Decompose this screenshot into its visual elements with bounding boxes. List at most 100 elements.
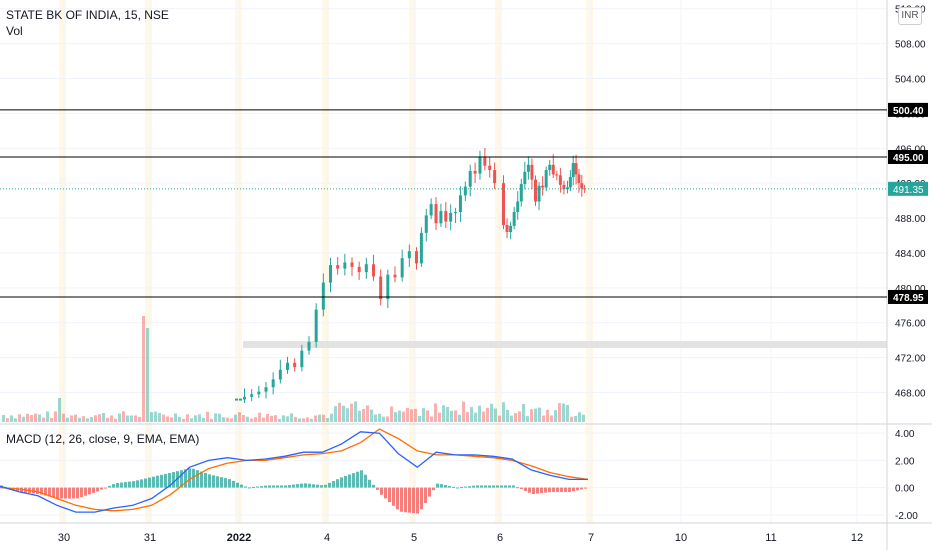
volume-bar xyxy=(514,413,517,422)
macd-histogram-bar xyxy=(140,479,143,488)
volume-bar xyxy=(114,418,117,422)
macd-histogram-bar xyxy=(72,487,75,499)
volume-bar xyxy=(166,416,169,422)
candle-body xyxy=(509,225,513,232)
volume-bar xyxy=(262,417,265,422)
volume-bar xyxy=(46,411,49,422)
volume-bar xyxy=(334,406,337,422)
volume-bar xyxy=(10,415,13,422)
candle-body xyxy=(257,391,261,395)
macd-histogram-bar xyxy=(228,479,231,488)
last-price-label-bg xyxy=(888,181,928,196)
macd-histogram-bar xyxy=(248,487,251,489)
price-axis-tick: 496.00 xyxy=(895,144,926,155)
volume-bar xyxy=(246,416,249,422)
volume-bar xyxy=(446,406,449,422)
candle-body xyxy=(558,175,562,185)
volume-bar xyxy=(574,415,577,422)
volume-bar xyxy=(466,411,469,422)
macd-histogram-bar xyxy=(36,487,39,494)
volume-bar xyxy=(142,316,145,422)
candle-body xyxy=(372,264,375,277)
candle-body xyxy=(483,156,487,166)
macd-histogram-bar xyxy=(392,487,395,506)
volume-bar xyxy=(482,411,485,422)
macd-histogram-bar xyxy=(548,487,551,493)
candle-body xyxy=(293,362,297,368)
macd-histogram-bar xyxy=(208,474,211,488)
volume-bar xyxy=(338,402,341,422)
volume-bar xyxy=(94,415,97,422)
macd-histogram-bar xyxy=(324,484,327,488)
macd-histogram-bar xyxy=(204,472,207,488)
macd-histogram-bar xyxy=(540,487,543,494)
macd-histogram-bar xyxy=(352,473,355,488)
volume-bar xyxy=(570,416,573,422)
level-label-bg xyxy=(888,102,928,117)
candle-body xyxy=(278,369,282,380)
volume-bar xyxy=(250,418,253,422)
volume-bar xyxy=(22,416,25,422)
macd-histogram-bar xyxy=(284,485,287,488)
volume-bar xyxy=(554,410,557,422)
signal-line xyxy=(0,428,589,512)
macd-histogram-bar xyxy=(272,485,275,488)
session-band xyxy=(409,0,416,523)
macd-histogram-bar xyxy=(160,474,163,488)
volume-bar xyxy=(2,415,5,422)
volume-bar xyxy=(30,415,33,422)
macd-histogram-bar xyxy=(412,487,415,514)
volume-bar xyxy=(134,415,137,422)
candle-body xyxy=(329,265,332,283)
macd-histogram-bar xyxy=(452,486,455,488)
macd-histogram-bar xyxy=(560,487,563,492)
session-band xyxy=(59,0,66,523)
macd-histogram-bar xyxy=(524,487,527,491)
volume-bar xyxy=(234,414,237,422)
currency-button[interactable]: INR xyxy=(898,7,922,25)
macd-histogram-bar xyxy=(444,485,447,488)
macd-histogram-bar xyxy=(124,482,127,488)
volume-bar xyxy=(402,411,405,422)
macd-histogram-bar xyxy=(464,486,467,488)
macd-histogram-bar xyxy=(164,473,167,488)
candle-body xyxy=(488,165,492,171)
candle-body xyxy=(580,183,584,189)
candle-body xyxy=(551,164,555,175)
volume-bar xyxy=(242,415,245,422)
volume-bar xyxy=(26,413,29,422)
volume-bar xyxy=(6,418,9,422)
candle-body xyxy=(439,211,443,224)
macd-histogram-bar xyxy=(320,485,323,488)
macd-histogram-bar xyxy=(192,468,195,488)
candle-body xyxy=(548,164,552,171)
candle-body xyxy=(364,264,368,273)
candle-body xyxy=(454,211,458,213)
candle-body xyxy=(424,215,428,233)
macd-axis-tick: 4.00 xyxy=(895,429,915,440)
candle-body xyxy=(583,188,587,190)
macd-histogram-bar xyxy=(112,484,115,488)
volume-bar xyxy=(394,412,397,422)
candle-body xyxy=(541,185,545,188)
price-axis-tick: 472.00 xyxy=(895,354,926,365)
macd-histogram-bar xyxy=(380,487,383,495)
macd-legend: MACD (12, 26, close, 9, EMA, EMA) xyxy=(6,432,200,446)
volume-bar xyxy=(410,409,413,422)
macd-histogram-bar xyxy=(488,485,491,488)
macd-histogram-bar xyxy=(472,485,475,488)
macd-histogram-bar xyxy=(76,487,79,499)
volume-bar xyxy=(122,411,125,422)
candle-body xyxy=(343,262,347,269)
volume-bar xyxy=(366,405,369,422)
volume-bar xyxy=(422,408,425,422)
volume-bar xyxy=(494,408,497,422)
volume-bar xyxy=(406,407,409,422)
macd-histogram-bar xyxy=(288,485,291,488)
volume-bar xyxy=(350,403,353,422)
volume-bar xyxy=(38,414,41,422)
macd-histogram-bar xyxy=(448,485,451,488)
volume-bar xyxy=(162,414,165,422)
